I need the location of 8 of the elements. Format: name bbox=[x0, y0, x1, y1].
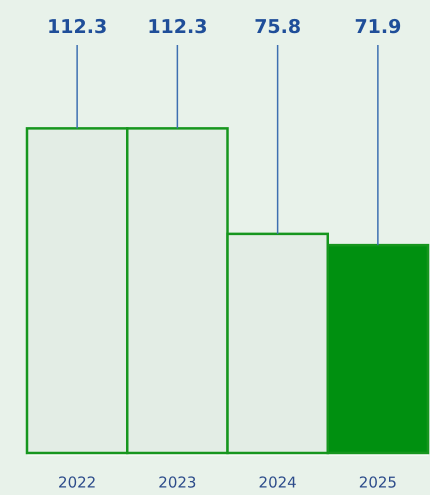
data-label: 112.3 bbox=[147, 16, 208, 38]
data-label: 112.3 bbox=[47, 16, 108, 38]
x-tick-label: 2023 bbox=[158, 474, 196, 492]
x-tick-label: 2022 bbox=[58, 474, 96, 492]
x-tick-label: 2025 bbox=[358, 474, 397, 492]
x-tick-label: 2024 bbox=[258, 474, 297, 492]
data-label: 71.9 bbox=[354, 16, 402, 38]
data-label: 75.8 bbox=[254, 16, 302, 38]
